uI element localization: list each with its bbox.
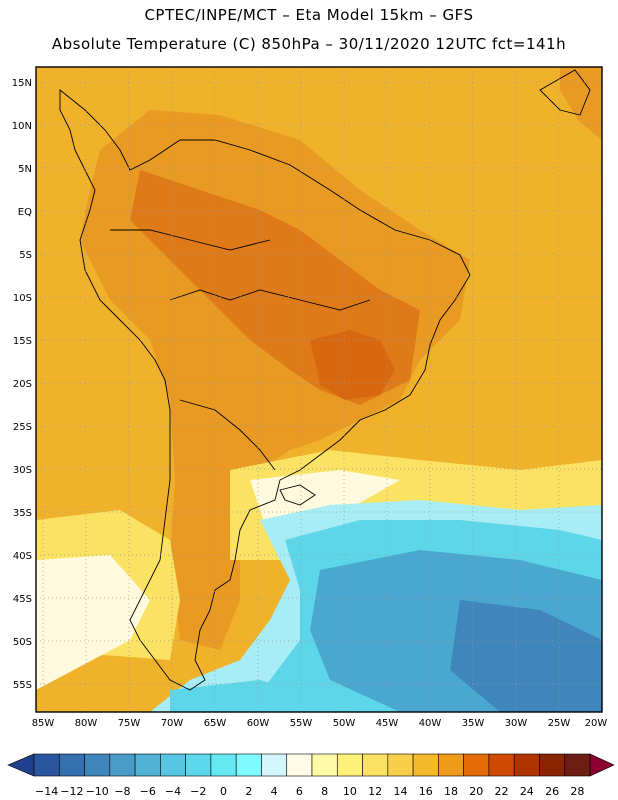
colorbar-label: −8 — [114, 785, 130, 798]
colorbar-label: −2 — [190, 785, 206, 798]
colorbar-segment — [513, 753, 540, 777]
colorbar-label: 16 — [419, 785, 433, 798]
lat-label-10s: 10S — [13, 293, 32, 304]
colorbar-segment — [412, 753, 439, 777]
chart-title-line1: CPTEC/INPE/MCT – Eta Model 15km – GFS — [144, 6, 474, 24]
temperature-field — [36, 67, 602, 712]
lon-axis: 85W 80W 75W 70W 65W 60W 55W 50W 45W 40W … — [32, 718, 608, 729]
lat-label-30s: 30S — [13, 465, 32, 476]
colorbar-label: −4 — [165, 785, 181, 798]
colorbar-label: 12 — [368, 785, 382, 798]
colorbar-label: 0 — [220, 785, 227, 798]
colorbar-segment — [185, 753, 212, 777]
lon-label-55w: 55W — [290, 718, 313, 729]
field-ne-patch — [560, 67, 602, 140]
lat-label-5n: 5N — [18, 164, 32, 175]
lat-label-25s: 25S — [13, 422, 32, 433]
colorbar-segment — [58, 753, 85, 777]
colorbar-segment — [33, 753, 60, 777]
border-line-1 — [169, 289, 371, 311]
lat-label-45s: 45S — [13, 594, 32, 605]
field-cyan-cape — [170, 680, 320, 712]
lon-label-30w: 30W — [505, 718, 528, 729]
lat-label-15n: 15N — [12, 78, 32, 89]
lon-label-45w: 45W — [376, 718, 399, 729]
colorbar-segment — [134, 753, 161, 777]
colorbar-segment — [311, 753, 338, 777]
colorbar-segment — [463, 753, 490, 777]
colorbar-label: 2 — [245, 785, 252, 798]
colorbar-label: 8 — [321, 785, 328, 798]
lat-label-20s: 20S — [13, 379, 32, 390]
lon-label-85w: 85W — [32, 718, 55, 729]
colorbar-label: 18 — [444, 785, 458, 798]
lat-axis: 15N 10N 5N EQ 5S 10S 15S 20S 25S 30S 35S… — [12, 78, 32, 691]
south-america-coast — [59, 89, 471, 691]
lon-label-20w: 20W — [585, 718, 608, 729]
caribbean-coast — [539, 69, 591, 116]
colorbar-segment — [235, 753, 262, 777]
colorbar-label: 6 — [296, 785, 303, 798]
colorbar-label: 22 — [495, 785, 509, 798]
colorbar-label: −10 — [86, 785, 109, 798]
lat-label-15s: 15S — [13, 336, 32, 347]
colorbar-label: 26 — [545, 785, 559, 798]
lat-label-eq: EQ — [18, 207, 32, 218]
border-line-2 — [179, 399, 276, 471]
lon-label-65w: 65W — [204, 718, 227, 729]
colorbar-segment — [84, 753, 111, 777]
colorbar-label: −6 — [140, 785, 156, 798]
lon-label-50w: 50W — [333, 718, 356, 729]
colorbar-label: −12 — [60, 785, 83, 798]
chart-title-line2: Absolute Temperature (C) 850hPa – 30/11/… — [51, 35, 567, 53]
colorbar-segment — [286, 753, 313, 777]
colorbar-label: −14 — [35, 785, 58, 798]
lon-label-40w: 40W — [419, 718, 442, 729]
lat-label-10n: 10N — [12, 121, 32, 132]
coastlines — [59, 69, 591, 691]
colorbar-segment — [210, 753, 237, 777]
map-frame — [35, 66, 603, 713]
colorbar-segment — [539, 753, 566, 777]
colorbar-segment — [564, 753, 591, 777]
lat-label-40s: 40S — [13, 551, 32, 562]
colorbar-label: 28 — [570, 785, 584, 798]
colorbar-segment — [362, 753, 389, 777]
field-pale-west — [36, 555, 150, 690]
field-hot-max — [310, 330, 395, 400]
colorbar-segment — [387, 753, 414, 777]
colorbar-label: 10 — [343, 785, 357, 798]
colorbar-label: 20 — [469, 785, 483, 798]
colorbar-segment — [438, 753, 464, 777]
colorbar-label: 4 — [271, 785, 278, 798]
lon-label-60w: 60W — [247, 718, 270, 729]
colorbar-arrow-right — [589, 753, 615, 777]
colorbar-segment — [488, 753, 515, 777]
lat-label-35s: 35S — [13, 508, 32, 519]
lat-label-5s: 5S — [19, 250, 32, 261]
colorbar: −14 −12 −10 −8 −6 −4 −2 0 2 4 6 8 10 12 14 16 18 20 22 24 26… — [7, 753, 615, 798]
colorbar-arrow-left — [7, 753, 35, 777]
colorbar-label: 14 — [393, 785, 407, 798]
lat-label-55s: 55S — [13, 680, 32, 691]
lon-label-70w: 70W — [161, 718, 184, 729]
lon-label-25w: 25W — [548, 718, 571, 729]
lat-label-50s: 50S — [13, 637, 32, 648]
colorbar-segment — [336, 753, 363, 777]
colorbar-segment — [160, 753, 186, 777]
plata-estuary — [279, 484, 316, 506]
colorbar-segment — [261, 753, 288, 777]
lon-label-80w: 80W — [75, 718, 98, 729]
colorbar-label: 24 — [520, 785, 534, 798]
border-line-3 — [110, 229, 271, 251]
colorbar-segment — [109, 753, 136, 777]
lon-label-35w: 35W — [462, 718, 485, 729]
lon-label-75w: 75W — [118, 718, 141, 729]
